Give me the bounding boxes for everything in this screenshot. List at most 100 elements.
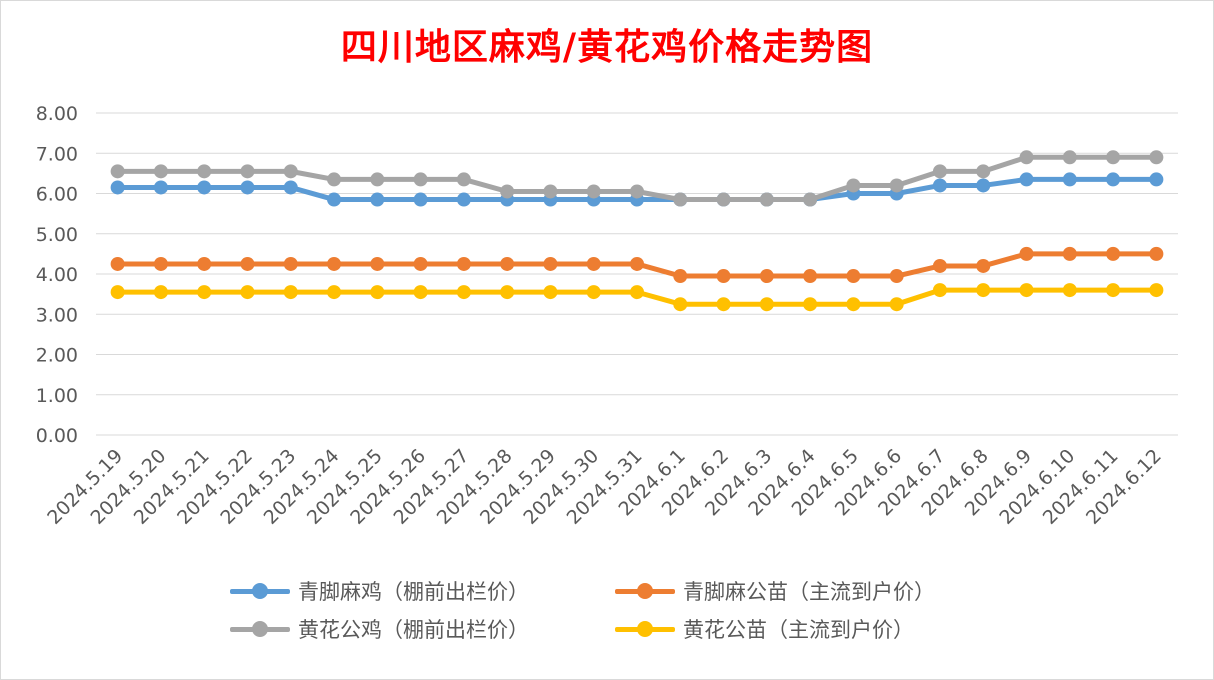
series-4 (110, 283, 1164, 312)
y-tick-label: 1.00 (36, 385, 78, 407)
legend-item-series-4: 黄花公苗（主流到户价） (615, 616, 1005, 642)
y-tick-label: 2.00 (36, 345, 78, 367)
series-2 (110, 246, 1164, 284)
data-point (197, 164, 212, 179)
data-point (1062, 150, 1077, 165)
data-point (759, 269, 774, 284)
data-point (1062, 246, 1077, 261)
legend-swatch-series-1 (230, 581, 290, 601)
legend-label-series-2: 青脚麻公苗（主流到户价） (683, 580, 935, 604)
data-point (543, 285, 558, 300)
data-point (932, 258, 947, 273)
y-tick-label: 3.00 (36, 304, 78, 326)
data-point (673, 269, 688, 284)
data-point (932, 283, 947, 298)
data-point (1019, 172, 1034, 187)
data-point (240, 285, 255, 300)
y-tick-label: 4.00 (36, 264, 78, 286)
data-point (240, 256, 255, 271)
y-tick-label: 6.00 (36, 184, 78, 206)
data-point (1149, 283, 1164, 298)
data-point (630, 184, 644, 199)
y-axis-ticks: 0.00 1.00 2.00 3.00 4.00 5.00 6.00 7.00 8.00 (36, 103, 78, 447)
data-point (283, 164, 298, 179)
data-point (1106, 150, 1121, 165)
data-point (283, 285, 298, 300)
x-axis-ticks: 2024.5.192024.5.202024.5.212024.5.222024… (43, 445, 1166, 529)
series-3 (110, 150, 1164, 207)
y-tick-label: 7.00 (36, 143, 78, 165)
data-point (1019, 150, 1034, 165)
data-point (327, 256, 342, 271)
data-point (586, 256, 601, 271)
data-point (889, 269, 904, 284)
data-point (716, 297, 731, 312)
data-point (1019, 246, 1034, 261)
data-point (932, 164, 947, 179)
data-point (1106, 172, 1121, 187)
data-point (586, 285, 601, 300)
data-point (630, 285, 644, 300)
data-point (673, 297, 688, 312)
legend-label-series-3: 黄花公鸡（棚前出栏价） (298, 618, 529, 642)
data-point (803, 297, 818, 312)
data-point (413, 192, 428, 207)
series-group (110, 150, 1164, 312)
data-point (327, 172, 342, 187)
data-point (153, 285, 168, 300)
data-point (846, 297, 861, 312)
legend-label-series-1: 青脚麻鸡（棚前出栏价） (298, 580, 529, 604)
data-point (500, 184, 515, 199)
data-point (327, 285, 342, 300)
data-point (153, 256, 168, 271)
legend-swatch-series-4 (615, 619, 675, 639)
data-point (1106, 283, 1121, 298)
data-point (1019, 283, 1034, 298)
data-point (456, 192, 471, 207)
chart-title: 四川地区麻鸡/黄花鸡价格走势图 (340, 26, 874, 68)
data-point (283, 180, 298, 195)
data-point (413, 285, 428, 300)
data-point (197, 285, 212, 300)
data-point (456, 256, 471, 271)
data-point (932, 178, 947, 193)
legend-swatch-series-3 (230, 619, 290, 639)
legend-item-series-2: 青脚麻公苗（主流到户价） (615, 578, 1005, 604)
data-point (976, 164, 991, 179)
data-point (889, 297, 904, 312)
data-point (370, 256, 385, 271)
data-point (413, 172, 428, 187)
data-point (500, 285, 515, 300)
legend-swatch-series-2 (615, 581, 675, 601)
data-point (153, 164, 168, 179)
data-point (327, 192, 342, 207)
data-point (759, 297, 774, 312)
data-point (1062, 283, 1077, 298)
data-point (110, 164, 125, 179)
data-point (673, 192, 688, 207)
data-point (110, 180, 125, 195)
legend: 青脚麻鸡（棚前出栏价） 青脚麻公苗（主流到户价） 黄花公鸡（棚前出栏价） 黄花公… (230, 578, 1010, 642)
data-point (240, 164, 255, 179)
data-point (110, 256, 125, 271)
data-point (716, 192, 731, 207)
y-tick-label: 8.00 (36, 103, 78, 125)
data-point (240, 180, 255, 195)
data-point (846, 269, 861, 284)
data-point (1149, 172, 1164, 187)
data-point (889, 178, 904, 193)
data-point (153, 180, 168, 195)
data-point (846, 178, 861, 193)
data-point (759, 192, 774, 207)
data-point (803, 269, 818, 284)
data-point (1062, 172, 1077, 187)
data-point (630, 256, 644, 271)
data-point (370, 172, 385, 187)
data-point (976, 258, 991, 273)
data-point (413, 256, 428, 271)
data-point (1106, 246, 1121, 261)
data-point (803, 192, 818, 207)
data-point (976, 178, 991, 193)
legend-label-series-4: 黄花公苗（主流到户价） (683, 618, 914, 642)
